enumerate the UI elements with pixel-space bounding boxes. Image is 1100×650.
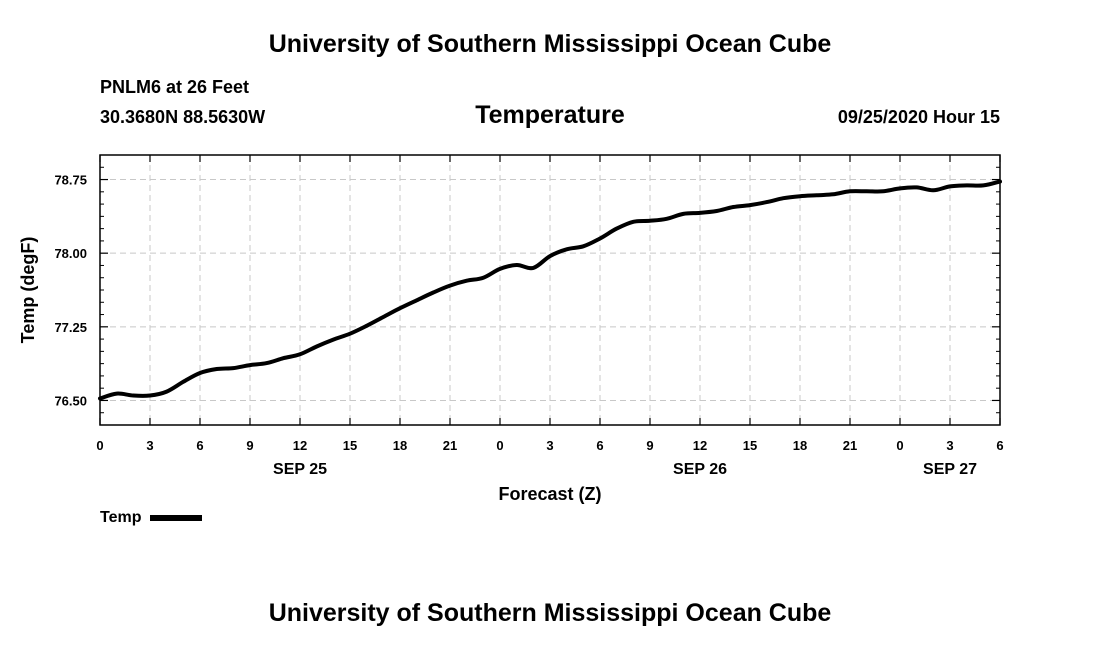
- x-date-label: SEP 27: [923, 461, 977, 478]
- grid-layer: [100, 155, 1000, 425]
- chart-title: Temperature: [475, 101, 625, 129]
- x-tick-label: 0: [896, 438, 903, 453]
- x-tick-label: 9: [646, 438, 653, 453]
- y-axis-title: Temp (degF): [18, 237, 38, 344]
- x-tick-label: 21: [443, 438, 457, 453]
- x-tick-label: 18: [393, 438, 407, 453]
- x-tick-label: 3: [946, 438, 953, 453]
- y-tick-label: 78.00: [54, 246, 87, 261]
- legend-label: Temp: [100, 509, 142, 526]
- x-tick-label: 12: [293, 438, 307, 453]
- x-tick-label: 3: [146, 438, 153, 453]
- datetime-label: 09/25/2020 Hour 15: [837, 107, 1000, 127]
- x-tick-label: 6: [996, 438, 1003, 453]
- series-layer: [98, 179, 1002, 401]
- x-tick-label: 21: [843, 438, 857, 453]
- x-tick-label: 12: [693, 438, 707, 453]
- label-layer: 0 3 6 9 12 15 18 21 0 3 6 9 12 15 18 21 0 3 6 76.50 77.25 78.…: [54, 173, 1003, 478]
- coordinates-label: 30.3680N 88.5630W: [100, 107, 266, 127]
- series-line-temp: [98, 179, 1002, 401]
- x-date-label: SEP 26: [673, 461, 727, 478]
- station-label: PNLM6 at 26 Feet: [100, 77, 250, 97]
- x-date-label: SEP 25: [273, 461, 327, 478]
- y-tick-label: 78.75: [54, 173, 87, 188]
- bottom-title: University of Southern Mississippi Ocean…: [268, 599, 832, 627]
- legend-line-swatch: [150, 515, 203, 521]
- x-tick-label: 15: [743, 438, 757, 453]
- y-tick-label: 76.50: [54, 393, 87, 408]
- x-tick-label: 6: [596, 438, 603, 453]
- top-title: University of Southern Mississippi Ocean…: [268, 30, 832, 58]
- x-axis-title: Forecast (Z): [498, 484, 601, 504]
- legend: Temp: [100, 509, 203, 527]
- x-tick-label: 9: [246, 438, 253, 453]
- x-tick-label: 0: [96, 438, 103, 453]
- x-tick-label: 15: [343, 438, 357, 453]
- plot-frame: [99, 154, 1001, 426]
- y-tick-label: 77.25: [54, 320, 87, 335]
- x-tick-label: 6: [196, 438, 203, 453]
- x-tick-label: 18: [793, 438, 807, 453]
- x-tick-label: 3: [546, 438, 553, 453]
- x-tick-label: 0: [496, 438, 503, 453]
